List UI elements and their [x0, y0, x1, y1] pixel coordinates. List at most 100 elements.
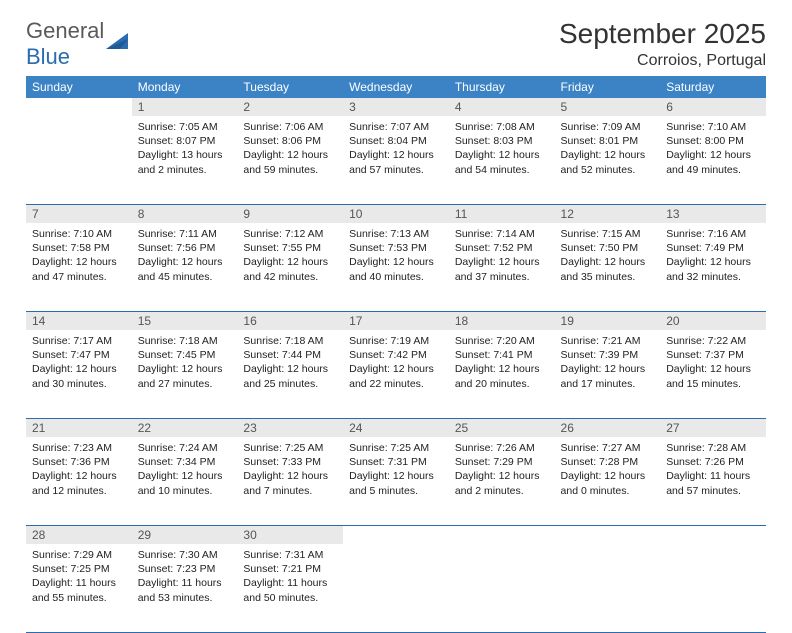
day-details: Sunrise: 7:10 AMSunset: 7:58 PMDaylight:… — [26, 223, 132, 290]
day-details: Sunrise: 7:18 AMSunset: 7:44 PMDaylight:… — [237, 330, 343, 397]
day-details: Sunrise: 7:23 AMSunset: 7:36 PMDaylight:… — [26, 437, 132, 504]
day-number-empty — [449, 526, 555, 545]
day-details: Sunrise: 7:18 AMSunset: 7:45 PMDaylight:… — [132, 330, 238, 397]
day-number: 14 — [26, 312, 132, 331]
day-details: Sunrise: 7:05 AMSunset: 8:07 PMDaylight:… — [132, 116, 238, 183]
day-number: 5 — [555, 98, 661, 116]
day-number: 18 — [449, 312, 555, 331]
day-cell: Sunrise: 7:12 AMSunset: 7:55 PMDaylight:… — [237, 223, 343, 312]
day-cell-empty — [555, 544, 661, 633]
day-details: Sunrise: 7:26 AMSunset: 7:29 PMDaylight:… — [449, 437, 555, 504]
day-cell: Sunrise: 7:26 AMSunset: 7:29 PMDaylight:… — [449, 437, 555, 526]
day-cell: Sunrise: 7:25 AMSunset: 7:33 PMDaylight:… — [237, 437, 343, 526]
day-details: Sunrise: 7:31 AMSunset: 7:21 PMDaylight:… — [237, 544, 343, 611]
day-number: 26 — [555, 419, 661, 438]
calendar-body: 12 3456 Sunrise: 7:05 AMSunset: 8:07 PMDay… — [26, 98, 766, 633]
day-of-week-header: Friday — [555, 76, 661, 98]
day-number: 15 — [132, 312, 238, 331]
day-number: 27 — [660, 419, 766, 438]
day-details: Sunrise: 7:06 AMSunset: 8:06 PMDaylight:… — [237, 116, 343, 183]
logo: General Blue — [26, 18, 132, 70]
day-details: Sunrise: 7:15 AMSunset: 7:50 PMDaylight:… — [555, 223, 661, 290]
day-cell: Sunrise: 7:21 AMSunset: 7:39 PMDaylight:… — [555, 330, 661, 419]
day-number: 11 — [449, 205, 555, 224]
day-cell: Sunrise: 7:10 AMSunset: 7:58 PMDaylight:… — [26, 223, 132, 312]
day-of-week-header: Sunday — [26, 76, 132, 98]
day-cell-empty — [660, 544, 766, 633]
day-of-week-header: Thursday — [449, 76, 555, 98]
day-number: 20 — [660, 312, 766, 331]
day-number: 7 — [26, 205, 132, 224]
week-row: Sunrise: 7:05 AMSunset: 8:07 PMDaylight:… — [26, 116, 766, 205]
title-block: September 2025 Corroios, Portugal — [559, 18, 766, 70]
day-details: Sunrise: 7:07 AMSunset: 8:04 PMDaylight:… — [343, 116, 449, 183]
day-cell: Sunrise: 7:08 AMSunset: 8:03 PMDaylight:… — [449, 116, 555, 205]
day-cell: Sunrise: 7:25 AMSunset: 7:31 PMDaylight:… — [343, 437, 449, 526]
day-cell: Sunrise: 7:07 AMSunset: 8:04 PMDaylight:… — [343, 116, 449, 205]
day-cell: Sunrise: 7:20 AMSunset: 7:41 PMDaylight:… — [449, 330, 555, 419]
day-details: Sunrise: 7:11 AMSunset: 7:56 PMDaylight:… — [132, 223, 238, 290]
day-details: Sunrise: 7:25 AMSunset: 7:33 PMDaylight:… — [237, 437, 343, 504]
day-cell: Sunrise: 7:31 AMSunset: 7:21 PMDaylight:… — [237, 544, 343, 633]
day-of-week-header: Tuesday — [237, 76, 343, 98]
day-cell: Sunrise: 7:24 AMSunset: 7:34 PMDaylight:… — [132, 437, 238, 526]
day-cell: Sunrise: 7:18 AMSunset: 7:45 PMDaylight:… — [132, 330, 238, 419]
day-cell: Sunrise: 7:28 AMSunset: 7:26 PMDaylight:… — [660, 437, 766, 526]
logo-text: General Blue — [26, 18, 104, 70]
day-cell: Sunrise: 7:11 AMSunset: 7:56 PMDaylight:… — [132, 223, 238, 312]
day-cell-empty — [449, 544, 555, 633]
day-cell: Sunrise: 7:22 AMSunset: 7:37 PMDaylight:… — [660, 330, 766, 419]
day-number: 12 — [555, 205, 661, 224]
day-number: 3 — [343, 98, 449, 116]
day-number-empty — [555, 526, 661, 545]
day-number: 19 — [555, 312, 661, 331]
day-of-week-row: SundayMondayTuesdayWednesdayThursdayFrid… — [26, 76, 766, 98]
week-row: Sunrise: 7:10 AMSunset: 7:58 PMDaylight:… — [26, 223, 766, 312]
day-details: Sunrise: 7:28 AMSunset: 7:26 PMDaylight:… — [660, 437, 766, 504]
day-number: 6 — [660, 98, 766, 116]
day-number: 17 — [343, 312, 449, 331]
day-number: 23 — [237, 419, 343, 438]
logo-triangle-icon — [106, 31, 132, 58]
day-number-row: 282930 — [26, 526, 766, 545]
day-number: 4 — [449, 98, 555, 116]
day-cell-empty — [26, 116, 132, 205]
day-number: 8 — [132, 205, 238, 224]
day-number-row: 78910111213 — [26, 205, 766, 224]
day-cell: Sunrise: 7:05 AMSunset: 8:07 PMDaylight:… — [132, 116, 238, 205]
day-details: Sunrise: 7:16 AMSunset: 7:49 PMDaylight:… — [660, 223, 766, 290]
day-number: 28 — [26, 526, 132, 545]
day-number: 13 — [660, 205, 766, 224]
day-number-row: 14151617181920 — [26, 312, 766, 331]
day-number: 9 — [237, 205, 343, 224]
day-number-empty — [660, 526, 766, 545]
calendar-page: General Blue September 2025 Corroios, Po… — [0, 0, 792, 633]
header: General Blue September 2025 Corroios, Po… — [26, 18, 766, 70]
day-cell: Sunrise: 7:17 AMSunset: 7:47 PMDaylight:… — [26, 330, 132, 419]
day-details: Sunrise: 7:20 AMSunset: 7:41 PMDaylight:… — [449, 330, 555, 397]
day-number-empty — [26, 98, 132, 116]
day-number: 24 — [343, 419, 449, 438]
page-title: September 2025 — [559, 18, 766, 50]
day-details: Sunrise: 7:12 AMSunset: 7:55 PMDaylight:… — [237, 223, 343, 290]
day-details: Sunrise: 7:09 AMSunset: 8:01 PMDaylight:… — [555, 116, 661, 183]
day-details: Sunrise: 7:25 AMSunset: 7:31 PMDaylight:… — [343, 437, 449, 504]
day-number: 2 — [237, 98, 343, 116]
day-number: 22 — [132, 419, 238, 438]
day-details: Sunrise: 7:08 AMSunset: 8:03 PMDaylight:… — [449, 116, 555, 183]
week-row: Sunrise: 7:23 AMSunset: 7:36 PMDaylight:… — [26, 437, 766, 526]
day-of-week-header: Saturday — [660, 76, 766, 98]
day-number-empty — [343, 526, 449, 545]
day-details: Sunrise: 7:17 AMSunset: 7:47 PMDaylight:… — [26, 330, 132, 397]
day-cell: Sunrise: 7:13 AMSunset: 7:53 PMDaylight:… — [343, 223, 449, 312]
day-details: Sunrise: 7:21 AMSunset: 7:39 PMDaylight:… — [555, 330, 661, 397]
day-details: Sunrise: 7:30 AMSunset: 7:23 PMDaylight:… — [132, 544, 238, 611]
day-details: Sunrise: 7:14 AMSunset: 7:52 PMDaylight:… — [449, 223, 555, 290]
logo-word1: General — [26, 18, 104, 43]
day-details: Sunrise: 7:19 AMSunset: 7:42 PMDaylight:… — [343, 330, 449, 397]
day-details: Sunrise: 7:13 AMSunset: 7:53 PMDaylight:… — [343, 223, 449, 290]
day-number: 21 — [26, 419, 132, 438]
day-of-week-header: Wednesday — [343, 76, 449, 98]
day-of-week-header: Monday — [132, 76, 238, 98]
week-row: Sunrise: 7:17 AMSunset: 7:47 PMDaylight:… — [26, 330, 766, 419]
